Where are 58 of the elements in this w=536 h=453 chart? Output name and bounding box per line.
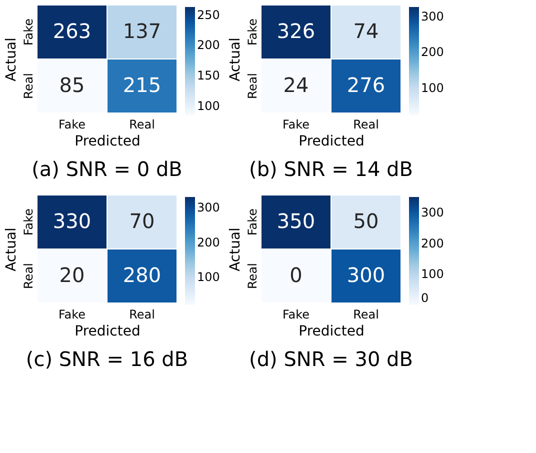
y-tick-label: Real: [246, 73, 260, 99]
data-label: 280: [122, 263, 162, 287]
color-bar-label: 250: [197, 8, 220, 22]
x-tick-label: Real: [129, 308, 155, 322]
data-label: 20: [59, 263, 85, 287]
y-axis-title: Actual: [4, 38, 20, 82]
x-axis-title: Predicted: [74, 134, 140, 150]
color-bar-label: 0: [421, 291, 429, 305]
data-label: 350: [276, 209, 316, 233]
color-bar-label: 300: [421, 9, 444, 24]
y-tick-label: Real: [246, 263, 260, 289]
y-tick-label: Fake: [22, 208, 36, 236]
x-axis-title: Predicted: [298, 324, 364, 340]
data-label: 263: [52, 19, 92, 43]
data-label: 330: [52, 209, 92, 233]
text: (c) SNR = 16 dB: [26, 347, 188, 371]
data-label: 24: [283, 73, 309, 97]
y-axis-title: Actual: [228, 38, 244, 82]
y-tick-label: Real: [22, 73, 36, 99]
y-tick-label: Fake: [246, 18, 260, 46]
color-bar-label: 300: [197, 200, 220, 214]
y-tick-label: Real: [22, 263, 36, 289]
y-axis-title: Actual: [4, 228, 20, 272]
x-axis-title: Predicted: [74, 324, 140, 340]
x-tick-label: Real: [353, 118, 379, 132]
x-tick-label: Real: [129, 118, 155, 132]
text: (b) SNR = 14 dB: [249, 157, 413, 181]
y-tick-label: Fake: [22, 18, 36, 46]
data-label: 137: [122, 19, 162, 43]
data-label: 85: [59, 73, 85, 97]
color-bar-label: 200: [421, 236, 444, 250]
data-label: 50: [353, 209, 379, 233]
y-axis-title: Actual: [228, 228, 244, 272]
text: (d) SNR = 30 dB: [249, 347, 413, 371]
x-tick-label: Fake: [58, 308, 86, 322]
x-tick-label: Fake: [282, 118, 310, 132]
text: (a) SNR = 0 dB: [32, 157, 182, 181]
color-bar-label: 100: [197, 270, 220, 284]
x-tick-label: Fake: [58, 118, 86, 132]
data-label: 74: [353, 19, 379, 43]
color-bar-label: 100: [421, 80, 444, 95]
color-bar-label: 100: [421, 267, 444, 282]
data-label: 215: [122, 73, 162, 97]
color-bar-label: 200: [197, 235, 220, 250]
data-label: 0: [290, 263, 302, 287]
color-bar-label: 300: [421, 205, 444, 220]
data-label: 300: [346, 263, 386, 287]
x-tick-label: Fake: [282, 308, 310, 322]
color-bar-label: 200: [421, 45, 444, 60]
color-bar-label: 100: [197, 98, 220, 113]
color-bar-label: 200: [197, 38, 220, 52]
y-tick-label: Fake: [246, 208, 260, 236]
x-axis-title: Predicted: [298, 134, 364, 150]
data-label: 70: [129, 209, 155, 233]
x-tick-label: Real: [353, 308, 379, 322]
data-label: 326: [276, 19, 316, 43]
data-label: 276: [346, 73, 386, 97]
color-bar-label: 150: [197, 68, 220, 83]
